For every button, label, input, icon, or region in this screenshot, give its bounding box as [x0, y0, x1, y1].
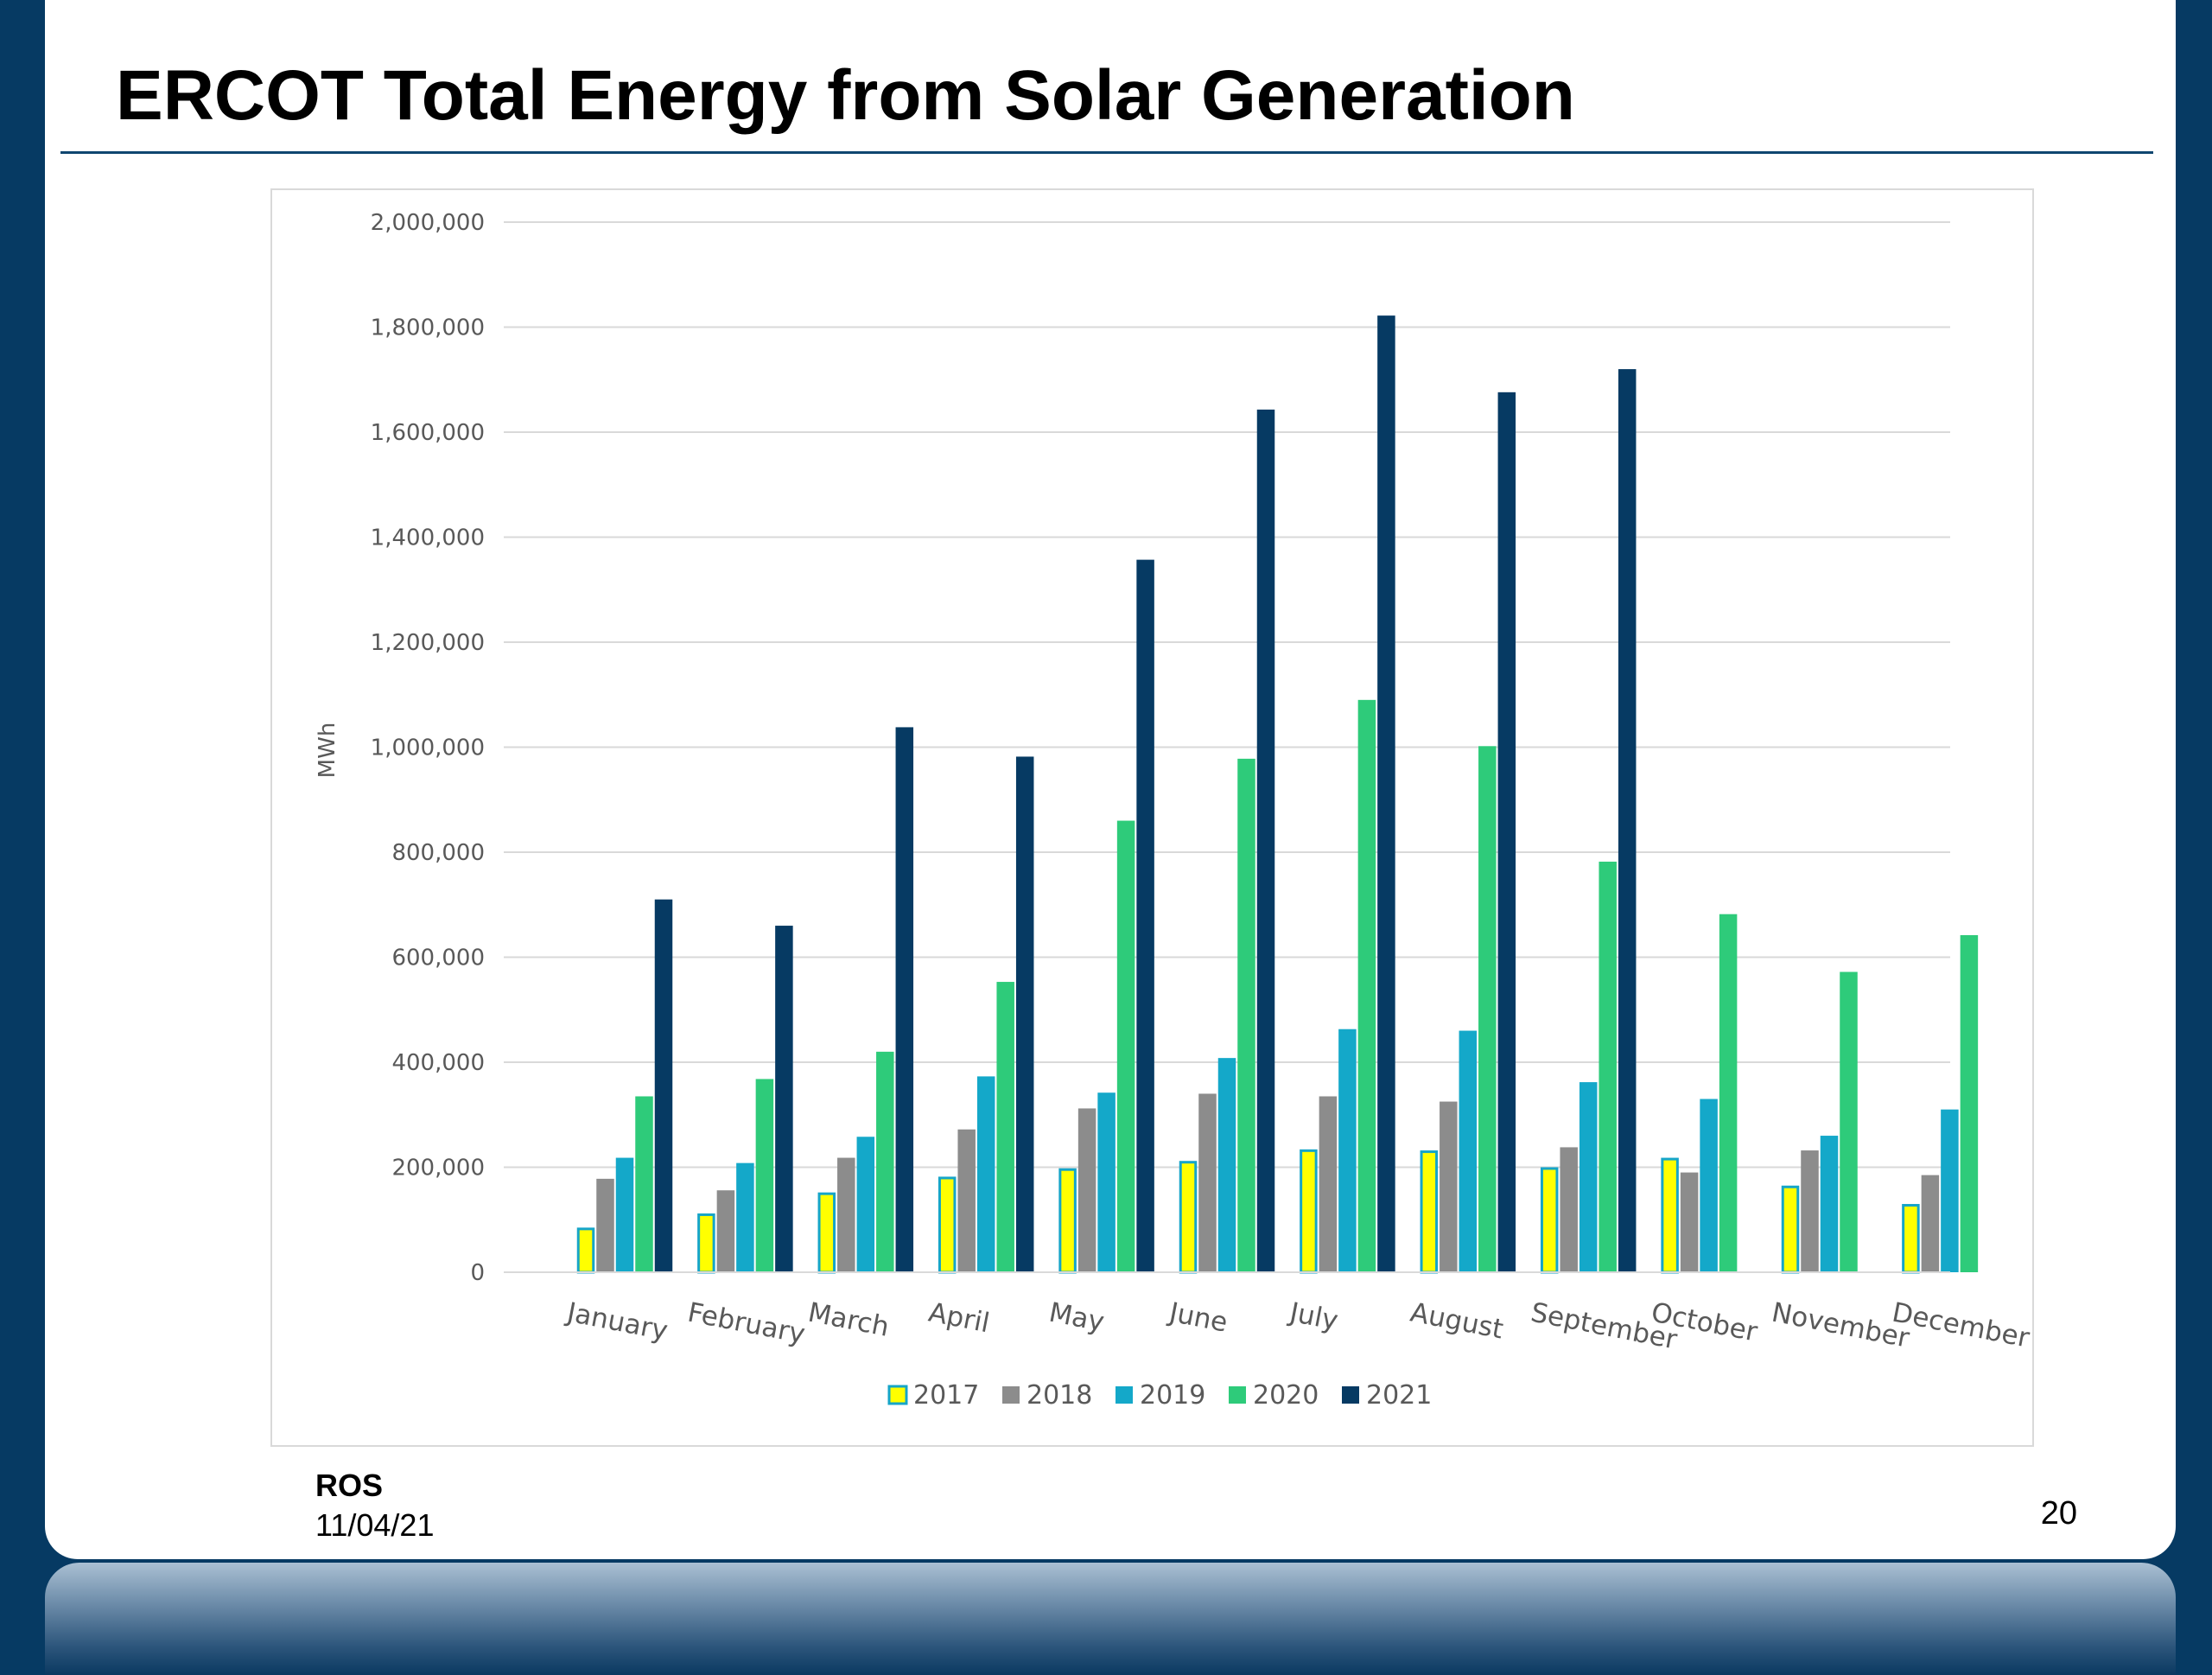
page-number: 20: [2040, 1495, 2077, 1532]
bar-2021-august: [1497, 392, 1516, 1272]
bar-2019-july: [1338, 1029, 1357, 1272]
bar-2018-september: [1560, 1147, 1578, 1272]
bar-2019-june: [1217, 1058, 1236, 1272]
y-tick-label: 400,000: [391, 1050, 485, 1076]
bottom-band: [45, 1563, 2176, 1675]
bar-2017-july: [1300, 1149, 1318, 1274]
y-tick-label: 0: [470, 1260, 485, 1286]
bar-2018-february: [716, 1190, 735, 1272]
x-category-label: August: [1408, 1297, 1505, 1346]
x-category-label: March: [805, 1297, 892, 1343]
bar-2021-june: [1256, 409, 1275, 1272]
bar-2019-august: [1459, 1030, 1478, 1272]
y-tick-label: 1,200,000: [371, 630, 485, 656]
bar-2019-february: [736, 1162, 754, 1272]
bar-2018-january: [596, 1178, 614, 1272]
bar-2020-may: [1116, 820, 1135, 1272]
x-category-label: December: [1890, 1297, 2032, 1354]
bar-2017-april: [938, 1176, 957, 1274]
bar-2020-march: [876, 1051, 894, 1272]
legend-label: 2018: [1027, 1380, 1092, 1411]
bar-2020-december: [1960, 934, 1979, 1272]
y-tick-label: 800,000: [391, 840, 485, 866]
y-axis-label: MWh: [315, 723, 340, 779]
legend-swatch-2021: [1342, 1386, 1359, 1404]
x-category-label: June: [1166, 1296, 1230, 1339]
y-tick-label: 1,800,000: [371, 315, 485, 341]
bar-2017-december: [1902, 1204, 1920, 1274]
legend-swatch-2018: [1002, 1386, 1020, 1404]
bar-2020-february: [755, 1079, 774, 1272]
bar-2019-may: [1097, 1092, 1116, 1272]
bar-2020-october: [1719, 914, 1738, 1272]
x-category-label: February: [685, 1297, 808, 1351]
x-category-label: January: [563, 1296, 671, 1347]
bar-2017-may: [1058, 1168, 1077, 1274]
legend-swatch-2017: [887, 1385, 908, 1405]
bar-2017-september: [1540, 1167, 1559, 1274]
x-category-label: July: [1286, 1296, 1341, 1336]
legend-label: 2019: [1140, 1380, 1205, 1411]
bar-2018-december: [1921, 1175, 1940, 1272]
bar-2018-june: [1198, 1093, 1217, 1272]
bar-2017-august: [1420, 1150, 1439, 1274]
slide-panel: ERCOT Total Energy from Solar Generation…: [45, 0, 2176, 1559]
bar-2021-september: [1618, 369, 1637, 1273]
legend-label: 2021: [1366, 1380, 1432, 1411]
legend-label: 2020: [1253, 1380, 1319, 1411]
bar-2020-july: [1357, 699, 1376, 1272]
bar-2019-april: [976, 1076, 995, 1272]
bar-2017-november: [1781, 1185, 1800, 1274]
bar-2021-march: [895, 727, 914, 1272]
footer-date: 11/04/21: [315, 1507, 435, 1543]
bar-2017-march: [817, 1192, 836, 1274]
bar-2021-april: [1015, 756, 1034, 1272]
y-tick-label: 2,000,000: [371, 210, 485, 236]
bar-2019-december: [1941, 1109, 1959, 1272]
bar-2020-november: [1840, 971, 1858, 1272]
x-category-label: April: [926, 1297, 992, 1340]
y-tick-label: 1,400,000: [371, 525, 485, 551]
bar-2020-april: [996, 982, 1014, 1272]
bar-2019-october: [1700, 1099, 1718, 1272]
bar-2021-july: [1377, 315, 1395, 1272]
bar-2017-october: [1661, 1157, 1679, 1274]
bar-2019-march: [856, 1137, 875, 1272]
chart-frame: 0 200,000 400,000 600,000 800,000 1,000,000 1,…: [270, 188, 2034, 1447]
bar-2020-august: [1478, 746, 1497, 1272]
legend-label: 2017: [913, 1380, 979, 1411]
bar-2018-may: [1077, 1108, 1096, 1272]
bar-2021-may: [1136, 559, 1154, 1272]
chart-svg: 0 200,000 400,000 600,000 800,000 1,000,000 1,…: [315, 210, 2032, 1411]
legend-swatch-2019: [1116, 1386, 1133, 1404]
bar-2020-june: [1237, 758, 1255, 1272]
bar-2018-november: [1801, 1150, 1819, 1272]
x-category-label: May: [1046, 1297, 1107, 1339]
bar-2019-september: [1579, 1082, 1598, 1272]
bar-2020-september: [1599, 861, 1617, 1272]
bar-2021-february: [775, 926, 793, 1272]
bar-2018-october: [1680, 1172, 1699, 1272]
bar-2017-february: [697, 1213, 715, 1274]
y-tick-label: 1,000,000: [371, 736, 485, 761]
bar-2018-april: [957, 1129, 976, 1272]
bar-2020-january: [635, 1096, 653, 1272]
bar-2018-march: [837, 1157, 855, 1272]
bar-2018-july: [1319, 1096, 1338, 1272]
y-tick-label: 200,000: [391, 1156, 485, 1181]
bar-2021-january: [654, 899, 673, 1272]
bar-2018-august: [1440, 1101, 1458, 1272]
y-tick-label: 1,600,000: [371, 420, 485, 446]
legend-swatch-2020: [1229, 1386, 1246, 1404]
bar-2017-january: [576, 1227, 595, 1274]
bar-2019-january: [615, 1157, 634, 1272]
title-rule: [60, 151, 2153, 154]
bar-2017-june: [1179, 1161, 1198, 1274]
footer-label: ROS: [315, 1468, 384, 1503]
bar-2019-november: [1820, 1136, 1839, 1272]
slide-title: ERCOT Total Energy from Solar Generation: [116, 56, 1575, 135]
y-tick-label: 600,000: [391, 946, 485, 971]
